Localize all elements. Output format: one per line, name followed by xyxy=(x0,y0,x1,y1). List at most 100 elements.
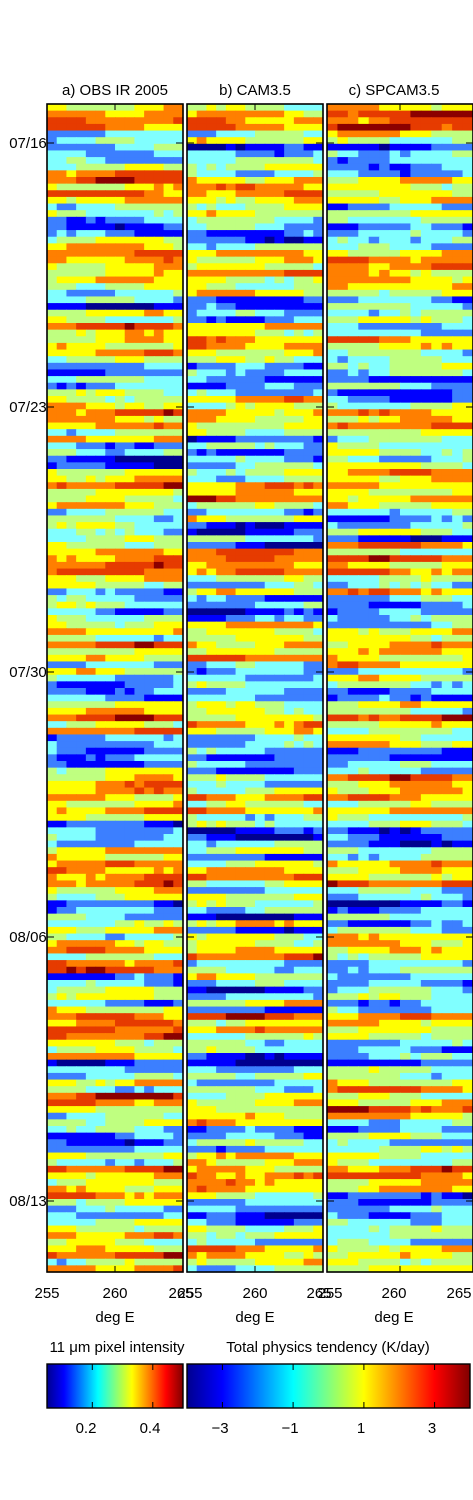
heatmap-cell xyxy=(153,269,165,278)
heatmap-cell xyxy=(245,117,256,125)
heatmap-cell xyxy=(245,356,256,364)
heatmap-cell xyxy=(85,880,97,888)
heatmap-cell xyxy=(303,336,314,344)
heatmap-cell xyxy=(264,873,276,882)
heatmap-cell xyxy=(153,940,165,948)
heatmap-cell xyxy=(187,1258,198,1266)
heatmap-cell xyxy=(225,170,237,178)
heatmap-cell xyxy=(313,707,324,716)
heatmap-cell xyxy=(187,840,198,848)
heatmap-cell xyxy=(284,1059,295,1067)
heatmap-cell xyxy=(163,1126,174,1134)
heatmap-cell xyxy=(245,714,256,722)
heatmap-cell xyxy=(47,223,58,231)
heatmap-cell xyxy=(76,1185,87,1193)
heatmap-cell xyxy=(153,1232,165,1240)
heatmap-cell xyxy=(153,999,165,1008)
heatmap-cell xyxy=(216,999,227,1008)
heatmap-cell xyxy=(235,774,246,782)
heatmap-cell xyxy=(105,502,116,510)
heatmap-cell xyxy=(144,973,155,981)
heatmap-cell xyxy=(196,853,208,862)
heatmap-cell xyxy=(245,980,256,988)
heatmap-cell xyxy=(313,966,324,974)
heatmap-cell xyxy=(144,1179,155,1187)
heatmap-cell xyxy=(255,568,266,576)
heatmap-cell xyxy=(173,336,184,344)
heatmap-cell xyxy=(235,216,246,225)
heatmap-cell xyxy=(196,1092,208,1101)
heatmap-cell xyxy=(293,727,305,736)
heatmap-cell xyxy=(235,754,246,762)
heatmap-cell xyxy=(462,123,473,132)
heatmap-cell xyxy=(284,767,295,775)
heatmap-cell xyxy=(293,1119,305,1127)
heatmap-cell xyxy=(173,203,184,211)
heatmap-cell xyxy=(47,243,58,251)
heatmap-cell xyxy=(293,1218,305,1227)
heatmap-cell xyxy=(85,913,97,921)
heatmap-cell xyxy=(134,913,145,921)
heatmap-cell xyxy=(225,588,237,596)
heatmap-cell xyxy=(313,880,324,888)
heatmap-cell xyxy=(76,269,87,278)
heatmap-cell xyxy=(293,170,305,178)
heatmap-cell xyxy=(293,236,305,244)
heatmap-cell xyxy=(274,243,285,251)
heatmap-cell xyxy=(187,920,198,928)
heatmap-cell xyxy=(216,190,227,198)
heatmap-cell xyxy=(76,588,87,596)
heatmap-cell xyxy=(245,668,256,676)
heatmap-cell xyxy=(245,920,256,928)
heatmap-cell xyxy=(95,654,106,663)
heatmap-cell xyxy=(115,429,126,437)
heatmap-cell xyxy=(76,1112,87,1120)
heatmap-cell xyxy=(313,893,324,901)
heatmap-cell xyxy=(105,1086,116,1094)
heatmap-cell xyxy=(274,807,285,815)
heatmap-cell xyxy=(235,694,246,702)
heatmap-cell xyxy=(144,1205,155,1213)
heatmap-cell xyxy=(264,721,276,729)
heatmap-cell xyxy=(235,1066,246,1074)
heatmap-cell xyxy=(144,1165,155,1174)
heatmap-cell xyxy=(284,362,295,371)
heatmap-cell xyxy=(47,1218,58,1227)
heatmap-cell xyxy=(303,243,314,251)
heatmap-cell xyxy=(293,1079,305,1087)
heatmap-cell xyxy=(206,362,217,371)
heatmap-cell xyxy=(196,1126,208,1134)
heatmap-cell xyxy=(225,1033,237,1041)
heatmap-cell xyxy=(255,800,266,809)
heatmap-cell xyxy=(245,1126,256,1134)
heatmap-cell xyxy=(124,1079,136,1087)
heatmap-cell xyxy=(76,754,87,762)
heatmap-cell xyxy=(144,853,155,862)
heatmap-cell xyxy=(274,117,285,125)
heatmap-cell xyxy=(313,834,324,842)
heatmap-cell xyxy=(124,780,136,789)
heatmap-cell xyxy=(293,309,305,317)
heatmap-cell xyxy=(264,1145,276,1154)
heatmap-cell xyxy=(56,834,68,842)
heatmap-cell xyxy=(134,409,145,417)
heatmap-cell xyxy=(216,1199,227,1207)
heatmap-cell xyxy=(225,595,237,603)
heatmap-cell xyxy=(303,429,314,437)
heatmap-cell xyxy=(47,283,58,291)
heatmap-cell xyxy=(76,389,87,397)
heatmap-cell xyxy=(56,422,68,430)
heatmap-cell xyxy=(284,641,295,649)
heatmap-cell xyxy=(225,933,237,941)
heatmap-cell xyxy=(66,349,77,357)
heatmap-cell xyxy=(255,1205,266,1213)
heatmap-cell xyxy=(56,913,68,921)
heatmap-cell xyxy=(303,661,314,669)
heatmap-cell xyxy=(124,940,136,948)
heatmap-cell xyxy=(85,694,97,702)
heatmap-cell xyxy=(144,482,155,490)
heatmap-cell xyxy=(206,621,217,629)
heatmap-cell xyxy=(235,887,246,895)
heatmap-cell xyxy=(105,349,116,357)
heatmap-cell xyxy=(85,1152,97,1160)
